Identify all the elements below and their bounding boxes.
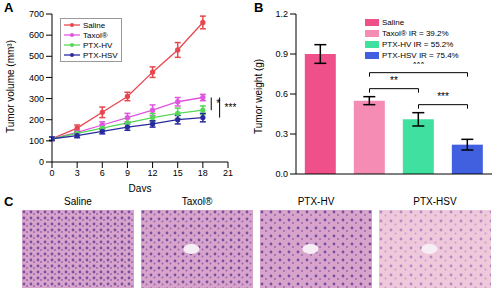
svg-text:0.9: 0.9 xyxy=(275,49,288,59)
svg-text:1.2: 1.2 xyxy=(275,9,288,19)
svg-text:15: 15 xyxy=(173,168,183,178)
svg-text:0: 0 xyxy=(49,168,54,178)
html-text:C: C xyxy=(4,194,14,209)
svg-text:Tumor weight (g): Tumor weight (g) xyxy=(253,59,264,134)
svg-text:200: 200 xyxy=(29,115,44,125)
svg-text:21: 21 xyxy=(223,168,233,178)
svg-text:3: 3 xyxy=(75,168,80,178)
svg-text:***: *** xyxy=(437,91,449,102)
html-text:PTX-HSV: PTX-HSV xyxy=(413,196,457,207)
html-text:Saline: Saline xyxy=(64,196,92,207)
html-text:PTX-HV: PTX-HV xyxy=(297,196,335,207)
svg-text:Days: Days xyxy=(129,183,152,192)
svg-text:300: 300 xyxy=(29,94,44,104)
svg-text:***: *** xyxy=(225,102,237,113)
html-text:PTX-HV: PTX-HV xyxy=(83,40,113,50)
svg-text:0.6: 0.6 xyxy=(275,89,288,99)
html-text:A: A xyxy=(4,0,14,15)
html-text:Saline: Saline xyxy=(83,20,106,30)
svg-text:6: 6 xyxy=(100,168,105,178)
svg-text:9: 9 xyxy=(125,168,130,178)
svg-text:600: 600 xyxy=(29,30,44,40)
html-text:PTX-HSV: PTX-HSV xyxy=(83,50,118,60)
svg-text:Tumor volume (mm³): Tumor volume (mm³) xyxy=(5,40,16,133)
html-text:Taxol®: Taxol® xyxy=(83,30,108,40)
svg-text:**: ** xyxy=(390,75,398,86)
svg-text:400: 400 xyxy=(29,73,44,83)
html-text:B: B xyxy=(254,0,264,15)
svg-text:0.3: 0.3 xyxy=(275,129,288,139)
svg-text:100: 100 xyxy=(29,136,44,146)
svg-text:0: 0 xyxy=(39,157,44,167)
html-text:Saline: Saline xyxy=(382,18,405,27)
html-text:Taxol®: Taxol® xyxy=(181,196,213,207)
html-text:PTX-HV IR = 55.2%: PTX-HV IR = 55.2% xyxy=(382,40,454,49)
html-text:Taxol® IR = 39.2%: Taxol® IR = 39.2% xyxy=(382,29,449,38)
svg-text:12: 12 xyxy=(148,168,158,178)
svg-text:18: 18 xyxy=(198,168,208,178)
svg-text:700: 700 xyxy=(29,9,44,19)
svg-text:*: * xyxy=(216,98,220,109)
svg-text:0.0: 0.0 xyxy=(275,169,288,179)
html-text:PTX-HSV IR = 75.4%: PTX-HSV IR = 75.4% xyxy=(382,51,459,60)
svg-text:500: 500 xyxy=(29,51,44,61)
